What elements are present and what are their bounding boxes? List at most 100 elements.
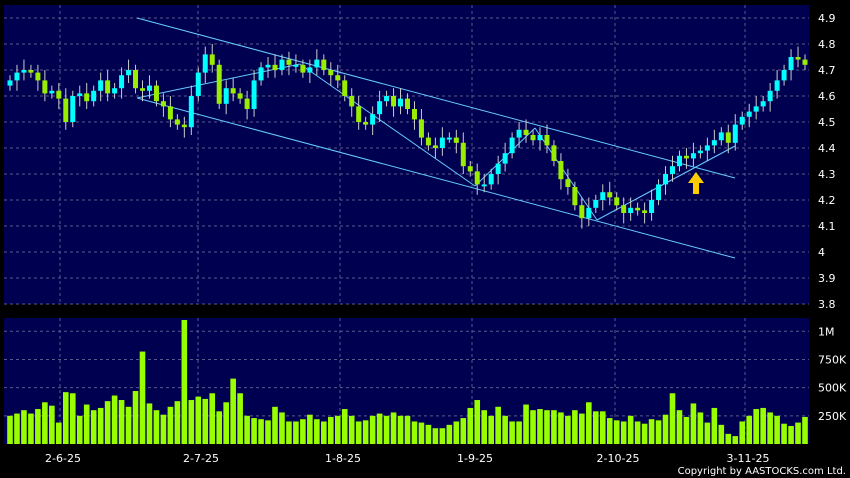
candle-body xyxy=(788,57,794,70)
volume-bar xyxy=(453,421,460,444)
candle-body xyxy=(84,93,90,102)
volume-bar xyxy=(314,419,320,444)
volume-bar xyxy=(697,412,704,444)
volume-bar xyxy=(334,415,341,444)
candle-body xyxy=(621,205,627,213)
trendline xyxy=(369,112,476,187)
volume-bar xyxy=(718,424,725,444)
volume-bar xyxy=(383,415,390,444)
candle-body xyxy=(411,109,417,120)
price-tick-label: 4.1 xyxy=(818,220,836,233)
candle-body xyxy=(593,200,599,208)
volume-bar xyxy=(565,415,571,444)
price-tick-label: 4.4 xyxy=(818,142,836,155)
date-tick-label: 2-7-25 xyxy=(183,452,219,465)
candle-body xyxy=(195,72,201,96)
candle-body xyxy=(565,179,571,187)
candle-body xyxy=(223,88,229,104)
volume-bar xyxy=(481,410,488,444)
volume-bar xyxy=(160,414,167,444)
candle-body xyxy=(711,140,717,146)
trendline xyxy=(136,17,736,179)
volume-bar xyxy=(279,412,285,444)
candle-body xyxy=(690,153,696,159)
date-tick-label: 3-11-25 xyxy=(727,452,770,465)
candle-body xyxy=(795,57,801,60)
price-tick-label: 4.8 xyxy=(818,38,836,51)
candle-body xyxy=(188,96,194,128)
candle-body xyxy=(649,200,655,213)
candle-body xyxy=(628,207,634,213)
candle-body xyxy=(181,124,187,128)
candle-body xyxy=(676,155,682,167)
candle-body xyxy=(335,75,341,81)
volume-bar xyxy=(272,406,278,444)
candle-body xyxy=(558,161,564,180)
candle-body xyxy=(460,142,466,167)
volume-bar xyxy=(181,320,188,444)
volume-bar xyxy=(613,420,620,444)
volume-bar xyxy=(376,413,383,444)
volume-bar xyxy=(802,416,808,444)
volume-bar xyxy=(397,415,404,444)
volume-bar xyxy=(390,412,397,444)
candle-body xyxy=(119,75,125,89)
volume-bar xyxy=(669,393,676,444)
volume-tick-label: 1M xyxy=(818,325,835,338)
volume-bar xyxy=(502,415,508,444)
volume-series xyxy=(7,320,808,444)
volume-bar xyxy=(781,423,787,444)
candle-body xyxy=(572,187,578,206)
candle-body xyxy=(286,59,292,65)
price-grid xyxy=(4,5,809,444)
arrow-shape xyxy=(688,172,704,194)
candle-body xyxy=(293,64,299,67)
candle-body xyxy=(160,101,166,107)
candle-body xyxy=(760,101,766,107)
candle-body xyxy=(579,205,585,219)
candle-body xyxy=(732,124,738,143)
volume-bar xyxy=(167,406,174,444)
candle-body xyxy=(614,197,620,206)
candle-body xyxy=(140,88,145,91)
candle-body xyxy=(607,192,613,198)
candle-body xyxy=(300,64,306,73)
volume-bar xyxy=(760,407,766,444)
volume-bar xyxy=(620,421,627,444)
candle-body xyxy=(237,93,243,99)
candle-body xyxy=(600,192,606,200)
volume-bar xyxy=(223,402,229,444)
candle-body xyxy=(321,59,327,70)
volume-bar xyxy=(634,421,641,444)
candle-body xyxy=(7,80,13,86)
volume-bar xyxy=(599,411,606,444)
candle-body xyxy=(425,137,431,146)
volume-bar xyxy=(362,420,369,444)
volume-bar xyxy=(488,415,494,444)
volume-bar xyxy=(56,422,62,444)
price-tick-label: 3.8 xyxy=(818,298,836,311)
volume-bar xyxy=(139,351,146,444)
candle-body xyxy=(209,54,215,65)
volume-bar xyxy=(118,400,125,444)
candle-body xyxy=(56,90,62,99)
price-panel xyxy=(4,5,809,304)
volume-bar xyxy=(146,403,153,444)
candle-body xyxy=(446,137,452,140)
volume-bar xyxy=(579,413,585,444)
volume-bar xyxy=(341,409,348,444)
volume-bar xyxy=(467,407,474,444)
volume-bar xyxy=(293,421,299,444)
date-tick-label: 1-8-25 xyxy=(325,452,361,465)
volume-bar xyxy=(209,393,216,444)
volume-bar xyxy=(544,410,550,444)
volume-bar xyxy=(286,421,292,444)
candle-body xyxy=(244,98,250,109)
candle-body xyxy=(704,145,710,151)
candlestick-series xyxy=(7,44,808,229)
candle-body xyxy=(551,145,557,161)
volume-bar xyxy=(592,411,599,444)
candle-body xyxy=(753,106,759,112)
volume-bar xyxy=(655,420,662,444)
